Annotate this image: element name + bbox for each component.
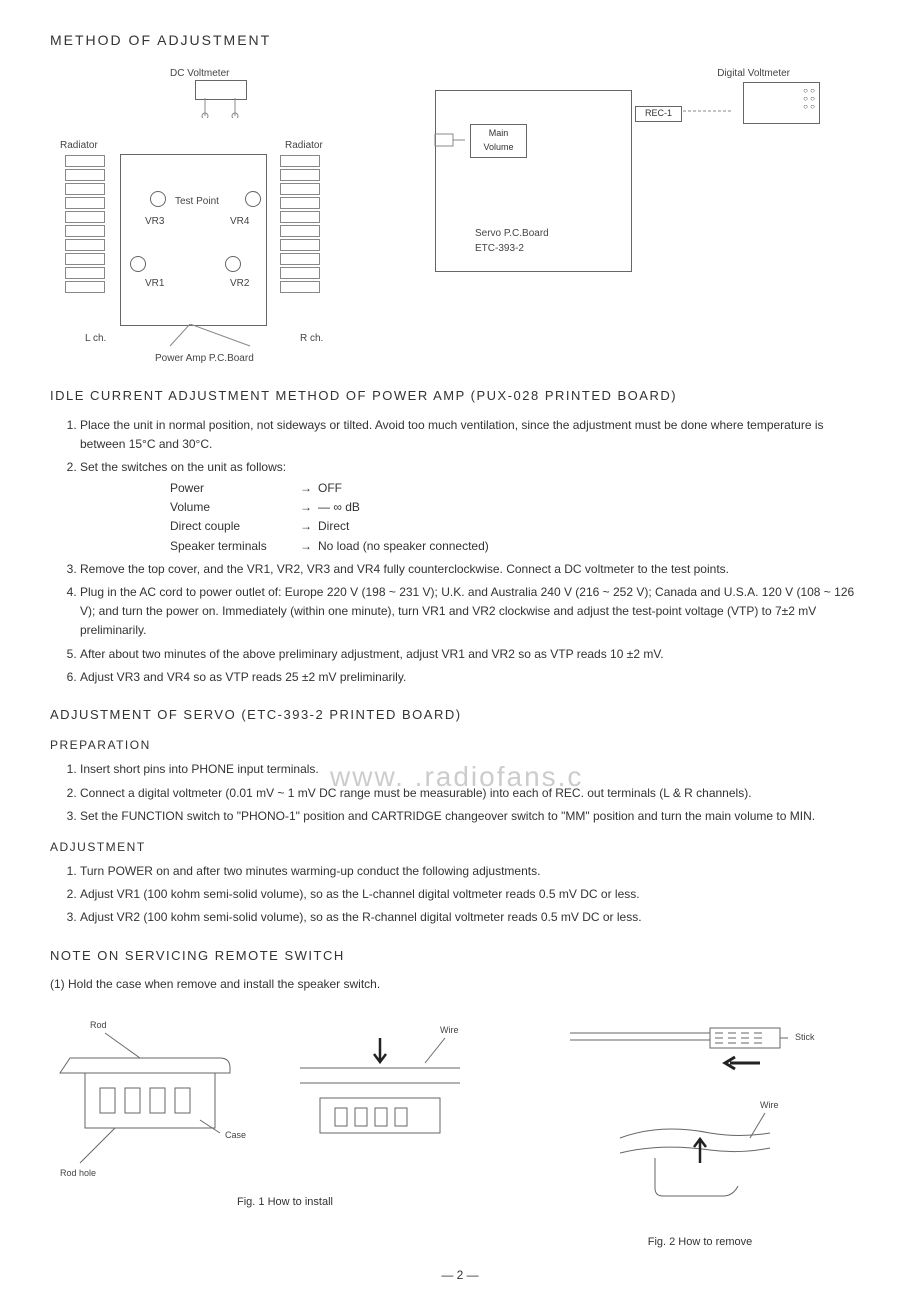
figure-1: Rod Rod hole Case Wire Fig. 1 How to ins…: [50, 1008, 520, 1251]
figure-row: Rod Rod hole Case Wire Fig. 1 How to ins…: [50, 1008, 870, 1251]
remote-switch-note: (1) Hold the case when remove and instal…: [50, 975, 870, 993]
step-5: After about two minutes of the above pre…: [80, 645, 870, 664]
knob-tp-right: [245, 191, 261, 207]
rod-label: Rod: [90, 1020, 107, 1030]
vr2-label: VR2: [230, 276, 249, 291]
diagram-servo: Digital Voltmeter ○ ○○ ○○ ○ VR1 VR2 REC-…: [430, 66, 830, 286]
step-3: Remove the top cover, and the VR1, VR2, …: [80, 560, 870, 579]
remote-switch-heading: NOTE ON SERVICING REMOTE SWITCH: [50, 946, 870, 966]
preparation-steps: Insert short pins into PHONE input termi…: [60, 760, 870, 826]
radiator-left-label: Radiator: [60, 138, 98, 153]
servo-board-label: Servo P.C.Board ETC-393-2: [475, 226, 549, 256]
radiator-right-label: Radiator: [285, 138, 323, 153]
knob-vr2: [225, 256, 241, 272]
svg-text:Wire: Wire: [440, 1025, 459, 1035]
prep-step-1: Insert short pins into PHONE input termi…: [80, 760, 870, 779]
prep-step-2: Connect a digital voltmeter (0.01 mV ~ 1…: [80, 784, 870, 803]
page-title: METHOD OF ADJUSTMENT: [50, 30, 870, 51]
switch-settings: Power→OFF Volume→— ∞ dB Direct couple→Di…: [170, 479, 870, 556]
svg-text:Case: Case: [225, 1130, 246, 1140]
radiator-left: [65, 154, 105, 294]
adjustment-steps: Turn POWER on and after two minutes warm…: [60, 862, 870, 928]
step-2: Set the switches on the unit as follows:…: [80, 458, 870, 556]
prep-step-3: Set the FUNCTION switch to "PHONO-1" pos…: [80, 807, 870, 826]
adjustment-heading: ADJUSTMENT: [50, 838, 870, 856]
adj-step-3: Adjust VR2 (100 kohm semi-solid volume),…: [80, 908, 870, 927]
diagram-power-amp: DC Voltmeter Radiator Radiator Test Poin…: [50, 66, 390, 366]
radiator-right: [280, 154, 320, 294]
main-volume-box: Main Volume: [470, 124, 527, 158]
vr4-label: VR4: [230, 214, 249, 229]
idle-current-heading: IDLE CURRENT ADJUSTMENT METHOD OF POWER …: [50, 386, 870, 406]
figure-2: Stick Wire Fig. 2 How to remove: [560, 1008, 840, 1251]
step-4: Plug in the AC cord to power outlet of: …: [80, 583, 870, 641]
servo-heading: ADJUSTMENT OF SERVO (ETC-393-2 PRINTED B…: [50, 705, 870, 725]
power-amp-board-label: Power Amp P.C.Board: [155, 351, 254, 366]
adj-step-2: Adjust VR1 (100 kohm semi-solid volume),…: [80, 885, 870, 904]
test-point-label: Test Point: [175, 194, 219, 209]
idle-current-steps: Place the unit in normal position, not s…: [60, 416, 870, 687]
diagram-row: DC Voltmeter Radiator Radiator Test Poin…: [50, 66, 870, 366]
fig1-caption: Fig. 1 How to install: [50, 1194, 520, 1211]
preparation-heading: PREPARATION: [50, 736, 870, 754]
vr1-label: VR1: [145, 276, 164, 291]
svg-text:Rod hole: Rod hole: [60, 1168, 96, 1178]
knob-tp-left: [150, 191, 166, 207]
step-6: Adjust VR3 and VR4 so as VTP reads 25 ±2…: [80, 668, 870, 687]
dc-voltmeter-label: DC Voltmeter: [170, 66, 229, 81]
svg-text:Stick: Stick: [795, 1032, 815, 1042]
knob-vr1: [130, 256, 146, 272]
digital-voltmeter-label: Digital Voltmeter: [717, 66, 790, 81]
vr3-label: VR3: [145, 214, 164, 229]
svg-text:Wire: Wire: [760, 1100, 779, 1110]
fig2-caption: Fig. 2 How to remove: [560, 1234, 840, 1251]
adj-step-1: Turn POWER on and after two minutes warm…: [80, 862, 870, 881]
lch-label: L ch.: [85, 331, 106, 346]
step-1: Place the unit in normal position, not s…: [80, 416, 870, 454]
page-number: — 2 —: [50, 1266, 870, 1284]
